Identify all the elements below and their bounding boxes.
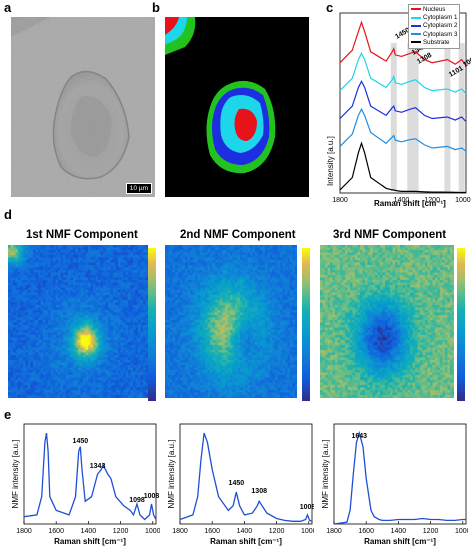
nmf-peak-label-1008: 1008 [300, 504, 314, 511]
spectra-x-tick-0: 1800 [332, 197, 348, 204]
nmf-plot-frame [23, 423, 157, 525]
nmf-x-tick-4: 1000 [301, 528, 314, 535]
legend-swatch-cytoplasm-1 [411, 16, 421, 19]
legend-swatch-cytoplasm-3 [411, 32, 421, 35]
nmf-x-tick-3: 1200 [113, 528, 129, 535]
legend-swatch-nucleus [411, 8, 421, 11]
nmf-x-tick-3: 1200 [269, 528, 285, 535]
legend-entry-cytoplasm-2: Cytoplasm 2 [411, 22, 457, 30]
nmf-peak-label-1643: 1643 [351, 433, 367, 440]
nmf-x-tick-1: 1600 [204, 528, 220, 535]
spectra-y-label: Intensity [a.u.] [326, 136, 335, 186]
peak-band-1 [407, 43, 414, 191]
spectrum-line-3 [339, 107, 467, 152]
spectrum-line-4 [339, 141, 466, 193]
nmf-map-1 [8, 245, 148, 398]
legend-entry-substrate: Substrate [411, 39, 457, 47]
nmf-x-tick-2: 1400 [81, 528, 97, 535]
nmf-x-tick-4: 1000 [455, 528, 468, 535]
spectrum-line-0 [339, 20, 467, 67]
panel-label-b: b [152, 0, 160, 15]
spectra-x-tick-2: 1200 [424, 197, 440, 204]
peak-label-1008: 1008 [462, 55, 471, 69]
nmf-spectrum-line [333, 430, 466, 525]
nmf-spectrum-2: 1800 1600 1400 1200 1000 Raman shift [cm⁻¹] NM… [166, 418, 317, 555]
nmf-colorbar-1 [148, 248, 156, 401]
cluster-map [165, 17, 309, 197]
nmf-x-label: Raman shift [cm⁻¹] [210, 537, 282, 546]
spectra-x-tick-1: 1400 [394, 197, 410, 204]
spectrum-line-1 [339, 51, 467, 95]
panel-label-c: c [326, 0, 334, 15]
nmf-y-label: NMF intensity [a.u.] [11, 440, 20, 509]
spectra-chart: 1800 1400 1200 1000 1450 1343 1308 1101 1008 [326, 5, 474, 220]
nmf-peak-label-1008: 1008 [144, 493, 160, 500]
legend: Nucleus Cytoplasm 1 Cytoplasm 2 Cytoplas… [408, 4, 461, 50]
nmf-peak-label-1098: 1098 [129, 497, 145, 504]
nmf-x-label: Raman shift [cm⁻¹] [364, 537, 436, 546]
nmf-colorbar-2 [302, 248, 310, 401]
nmf-peak-label-1308: 1308 [251, 488, 267, 495]
scale-bar: 10 µm [125, 183, 152, 194]
panel-label-e: e [4, 407, 12, 422]
spectra-x-tick-3: 1000 [455, 197, 471, 204]
nmf-x-tick-0: 1800 [16, 528, 32, 535]
legend-entry-cytoplasm-1: Cytoplasm 1 [411, 14, 457, 22]
nmf-x-tick-3: 1200 [423, 528, 439, 535]
nmf-title-1: 1st NMF Component [26, 229, 138, 241]
panel-label-d: d [4, 207, 12, 222]
nmf-x-tick-1: 1600 [358, 528, 374, 535]
nmf-x-label: Raman shift [cm⁻¹] [54, 537, 126, 546]
legend-swatch-cytoplasm-2 [411, 24, 421, 27]
nmf-spectrum-line [179, 432, 313, 522]
nmf-x-tick-2: 1400 [237, 528, 253, 535]
legend-entry-cytoplasm-3: Cytoplasm 3 [411, 31, 457, 39]
peak-band-2 [412, 43, 419, 191]
nmf-title-3: 3rd NMF Component [333, 229, 447, 241]
nmf-x-tick-0: 1800 [326, 528, 342, 535]
legend-entry-nucleus: Nucleus [411, 6, 457, 14]
peak-band-0 [390, 43, 397, 191]
brightfield-image: 10 µm [11, 17, 155, 197]
spectrum-line-2 [339, 79, 467, 123]
spectra-plot-frame [339, 12, 467, 194]
nmf-title-2: 2nd NMF Component [180, 229, 296, 241]
panel-label-a: a [4, 0, 12, 15]
nmf-peak-label-1450: 1450 [73, 438, 89, 445]
spectra-x-label: Raman shift [cm⁻¹] [374, 199, 446, 208]
nmf-plot-frame [333, 423, 467, 525]
nmf-y-label: NMF intensity [a.u.] [167, 440, 176, 509]
nmf-spectrum-3: 1800 1600 1400 1200 1000 Raman shift [cm⁻¹] NM… [320, 418, 471, 555]
nmf-x-tick-0: 1800 [172, 528, 188, 535]
nmf-x-tick-1: 1600 [48, 528, 64, 535]
nmf-plot-frame [179, 423, 313, 525]
nmf-spectrum-1: 1800 1600 1400 1200 1000 Raman shift [cm⁻¹] NM… [10, 418, 161, 555]
nmf-peak-label-1343: 1343 [90, 463, 106, 470]
nmf-x-tick-4: 1000 [145, 528, 160, 535]
nmf-map-3 [320, 245, 454, 398]
nmf-map-2 [165, 245, 297, 398]
nmf-y-label: NMF intensity [a.u.] [321, 440, 330, 509]
nmf-x-tick-2: 1400 [391, 528, 407, 535]
nmf-spectrum-line [23, 432, 157, 521]
nmf-colorbar-3 [457, 248, 465, 401]
nmf-peak-label-1450: 1450 [229, 480, 245, 487]
legend-swatch-substrate [411, 41, 421, 44]
